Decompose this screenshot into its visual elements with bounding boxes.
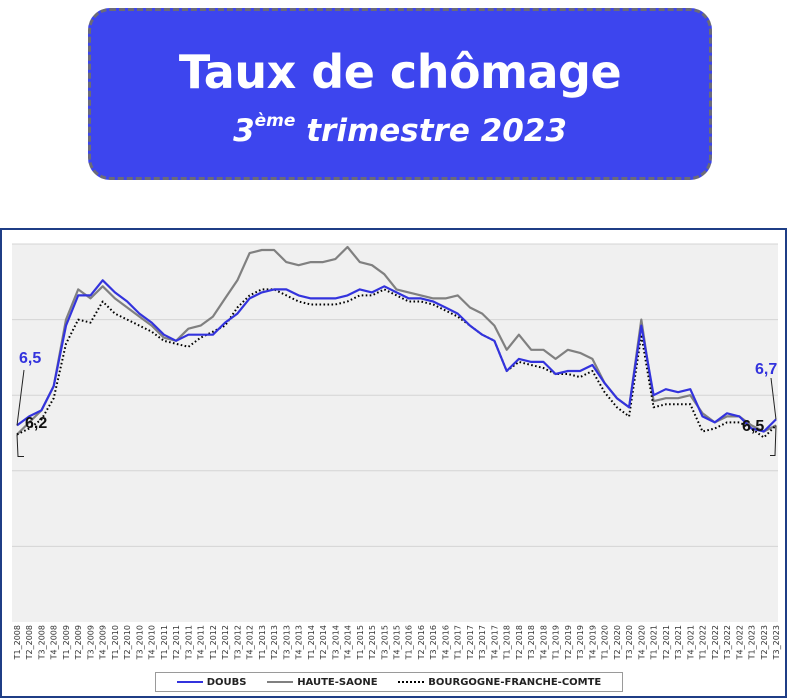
leader-haute-saone-first bbox=[16, 434, 24, 458]
series-lines bbox=[16, 245, 777, 439]
x-tick-label: T4_2022 bbox=[735, 625, 744, 660]
x-tick-label: T3_2019 bbox=[576, 625, 585, 660]
subtitle-rest: trimestre 2023 bbox=[295, 113, 567, 149]
x-tick-label: T3_2013 bbox=[282, 625, 291, 660]
x-tick-label: T2_2019 bbox=[564, 625, 573, 660]
chart-legend: DOUBS HAUTE-SAONE BOURGOGNE-FRANCHE-COMT… bbox=[155, 672, 623, 692]
legend-swatch-haute-saone bbox=[267, 681, 294, 683]
series-line-doubs bbox=[16, 279, 777, 433]
label-haute-saone-first: 6,2 bbox=[25, 415, 47, 432]
x-tick-label: T4_2009 bbox=[99, 625, 108, 660]
x-tick-label: T2_2016 bbox=[417, 625, 426, 660]
x-tick-label: T2_2021 bbox=[662, 625, 671, 660]
x-tick-label: T1_2022 bbox=[699, 625, 708, 660]
label-doubs-first: 6,5 bbox=[19, 350, 41, 367]
legend-item-haute-saone: HAUTE-SAONE bbox=[267, 676, 378, 688]
x-tick-label: T1_2013 bbox=[258, 625, 267, 660]
x-tick-label: T1_2015 bbox=[356, 625, 365, 660]
label-haute-saone-last: 6,5 bbox=[742, 418, 764, 435]
x-tick-label: T4_2016 bbox=[441, 625, 450, 660]
x-tick-label: T1_2014 bbox=[307, 625, 316, 660]
x-tick-label: T2_2012 bbox=[221, 625, 230, 660]
x-tick-label: T3_2008 bbox=[37, 625, 46, 660]
x-tick-label: T4_2014 bbox=[344, 625, 353, 660]
x-tick-label: T2_2022 bbox=[711, 625, 720, 660]
x-tick-label: T3_2014 bbox=[331, 625, 340, 660]
legend-label-haute-saone: HAUTE-SAONE bbox=[297, 676, 378, 688]
x-tick-label: T2_2023 bbox=[760, 625, 769, 660]
legend-item-doubs: DOUBS bbox=[176, 676, 247, 688]
x-tick-label: T2_2008 bbox=[25, 625, 34, 660]
x-tick-label: T1_2018 bbox=[503, 625, 512, 660]
leader-doubs-last bbox=[770, 377, 777, 420]
x-tick-label: T2_2011 bbox=[172, 625, 181, 660]
x-tick-label: T2_2010 bbox=[123, 625, 132, 660]
legend-item-bfc: BOURGOGNE-FRANCHE-COMTE bbox=[398, 677, 601, 688]
x-tick-label: T4_2010 bbox=[148, 625, 157, 660]
legend-label-doubs: DOUBS bbox=[206, 676, 247, 688]
title-banner: Taux de chômage 3ème trimestre 2023 bbox=[88, 8, 712, 180]
x-tick-label: T2_2015 bbox=[368, 625, 377, 660]
plot-background bbox=[12, 244, 778, 622]
x-tick-label: T3_2021 bbox=[674, 625, 683, 660]
x-tick-label: T1_2011 bbox=[160, 625, 169, 660]
x-tick-label: T4_2020 bbox=[637, 625, 646, 660]
x-tick-label: T4_2019 bbox=[588, 625, 597, 660]
x-tick-label: T1_2019 bbox=[552, 625, 561, 660]
x-tick-label: T1_2010 bbox=[111, 625, 120, 660]
x-tick-label: T4_2017 bbox=[490, 625, 499, 660]
x-tick-label: T3_2011 bbox=[184, 625, 193, 660]
x-tick-label: T4_2012 bbox=[246, 625, 255, 660]
x-tick-label: T4_2013 bbox=[295, 625, 304, 660]
x-tick-label: T1_2016 bbox=[405, 625, 414, 660]
subtitle-prefix: 3 bbox=[233, 113, 255, 149]
x-tick-label: T3_2023 bbox=[772, 625, 781, 660]
leader-haute-saone-last bbox=[770, 425, 777, 456]
x-tick-label: T3_2010 bbox=[135, 625, 144, 660]
x-tick-label: T3_2022 bbox=[723, 625, 732, 660]
legend-label-bfc: BOURGOGNE-FRANCHE-COMTE bbox=[428, 676, 602, 688]
x-tick-label: T2_2017 bbox=[466, 625, 475, 660]
x-tick-label: T1_2012 bbox=[209, 625, 218, 660]
x-tick-label: T2_2009 bbox=[74, 625, 83, 660]
page-subtitle: 3ème trimestre 2023 bbox=[91, 110, 709, 149]
leader-doubs-first bbox=[16, 369, 25, 426]
x-tick-label: T1_2008 bbox=[13, 625, 22, 660]
x-tick-label: T1_2009 bbox=[62, 625, 71, 660]
annotations: 6,5 6,2 6,7 6,5 bbox=[16, 350, 777, 458]
x-tick-label: T1_2023 bbox=[748, 625, 757, 660]
x-tick-label: T4_2015 bbox=[393, 625, 402, 660]
series-line-bfc bbox=[16, 288, 777, 439]
x-tick-label: T2_2018 bbox=[515, 625, 524, 660]
grid-lines bbox=[12, 243, 778, 547]
x-tick-label: T1_2020 bbox=[601, 625, 610, 660]
x-tick-label: T4_2021 bbox=[686, 625, 695, 660]
x-tick-label: T3_2016 bbox=[429, 625, 438, 660]
x-tick-label: T2_2013 bbox=[270, 625, 279, 660]
x-tick-label: T1_2017 bbox=[454, 625, 463, 660]
x-tick-label: T2_2020 bbox=[613, 625, 622, 660]
x-tick-label: T3_2018 bbox=[527, 625, 536, 660]
x-tick-label: T4_2011 bbox=[197, 625, 206, 660]
page-title: Taux de chômage bbox=[178, 45, 622, 99]
x-tick-label: T3_2012 bbox=[233, 625, 242, 660]
label-doubs-last: 6,7 bbox=[755, 361, 777, 378]
x-tick-label: T1_2021 bbox=[650, 625, 659, 660]
legend-swatch-bfc bbox=[398, 681, 425, 683]
x-tick-label: T3_2015 bbox=[380, 625, 389, 660]
subtitle-superscript: ème bbox=[254, 110, 296, 131]
x-tick-label: T3_2020 bbox=[625, 625, 634, 660]
x-tick-label: T3_2009 bbox=[86, 625, 95, 660]
x-tick-label: T4_2008 bbox=[50, 625, 59, 660]
x-tick-label: T3_2017 bbox=[478, 625, 487, 660]
x-tick-labels: T1_2008 T2_2008 T3_2008 T4_2008 T1_2009 T2_20… bbox=[13, 625, 781, 660]
x-tick-label: T4_2018 bbox=[539, 625, 548, 660]
x-tick-label: T2_2014 bbox=[319, 625, 328, 660]
legend-swatch-doubs bbox=[176, 681, 203, 683]
